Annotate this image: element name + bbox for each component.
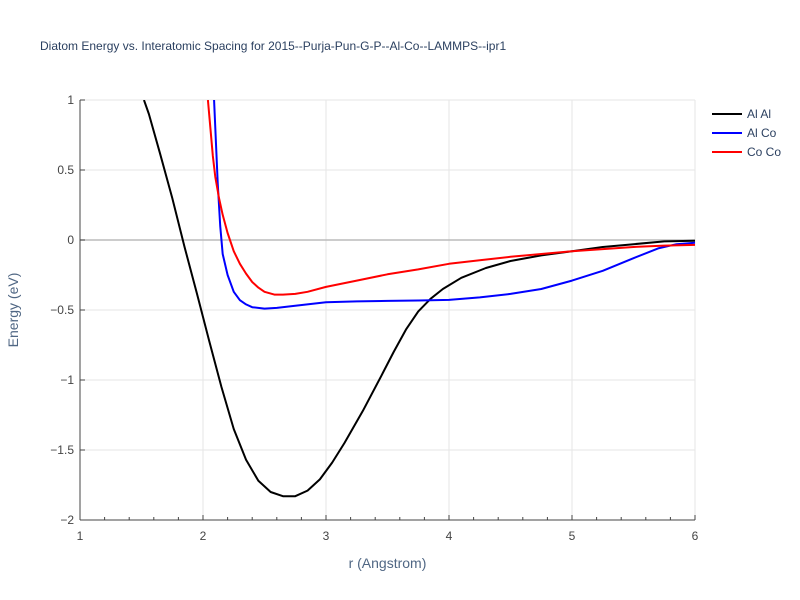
x-axis-title: r (Angstrom) [349, 555, 427, 571]
y-axis-title: Energy (eV) [5, 273, 21, 348]
x-tick-label: 4 [446, 529, 453, 543]
x-tick-label: 6 [692, 529, 699, 543]
legend-label: Al Al [747, 107, 771, 121]
x-tick-label: 3 [323, 529, 330, 543]
x-tick-label: 1 [77, 529, 84, 543]
axes [79, 99, 696, 521]
y-tick-label: −1.5 [50, 443, 74, 457]
x-tick-labels: 1 2 3 4 5 6 [77, 529, 699, 543]
chart-title: Diatom Energy vs. Interatomic Spacing fo… [40, 39, 506, 53]
y-tick-labels: 1 0.5 0 −0.5 −1 −1.5 −2 [50, 93, 74, 527]
legend-item-al-co[interactable]: Al Co [712, 126, 777, 140]
legend-label: Al Co [747, 126, 777, 140]
series-line-al-co [213, 100, 695, 310]
legend-item-al-al[interactable]: Al Al [712, 107, 771, 121]
y-tick-label: −0.5 [50, 303, 74, 317]
legend-label: Co Co [747, 145, 781, 159]
legend-item-co-co[interactable]: Co Co [712, 145, 781, 159]
legend: Al Al Al Co Co Co [712, 107, 781, 159]
series-line-al-al [143, 100, 695, 498]
y-tick-label: 0.5 [57, 163, 74, 177]
y-tick-label: −2 [60, 513, 74, 527]
y-tick-label: 0 [67, 233, 74, 247]
series-line-co-co [206, 100, 695, 296]
series-lines [143, 100, 695, 498]
grid [80, 99, 696, 521]
y-tick-label: −1 [60, 373, 74, 387]
y-tick-label: 1 [67, 93, 74, 107]
x-tick-label: 5 [569, 529, 576, 543]
x-tick-label: 2 [200, 529, 207, 543]
